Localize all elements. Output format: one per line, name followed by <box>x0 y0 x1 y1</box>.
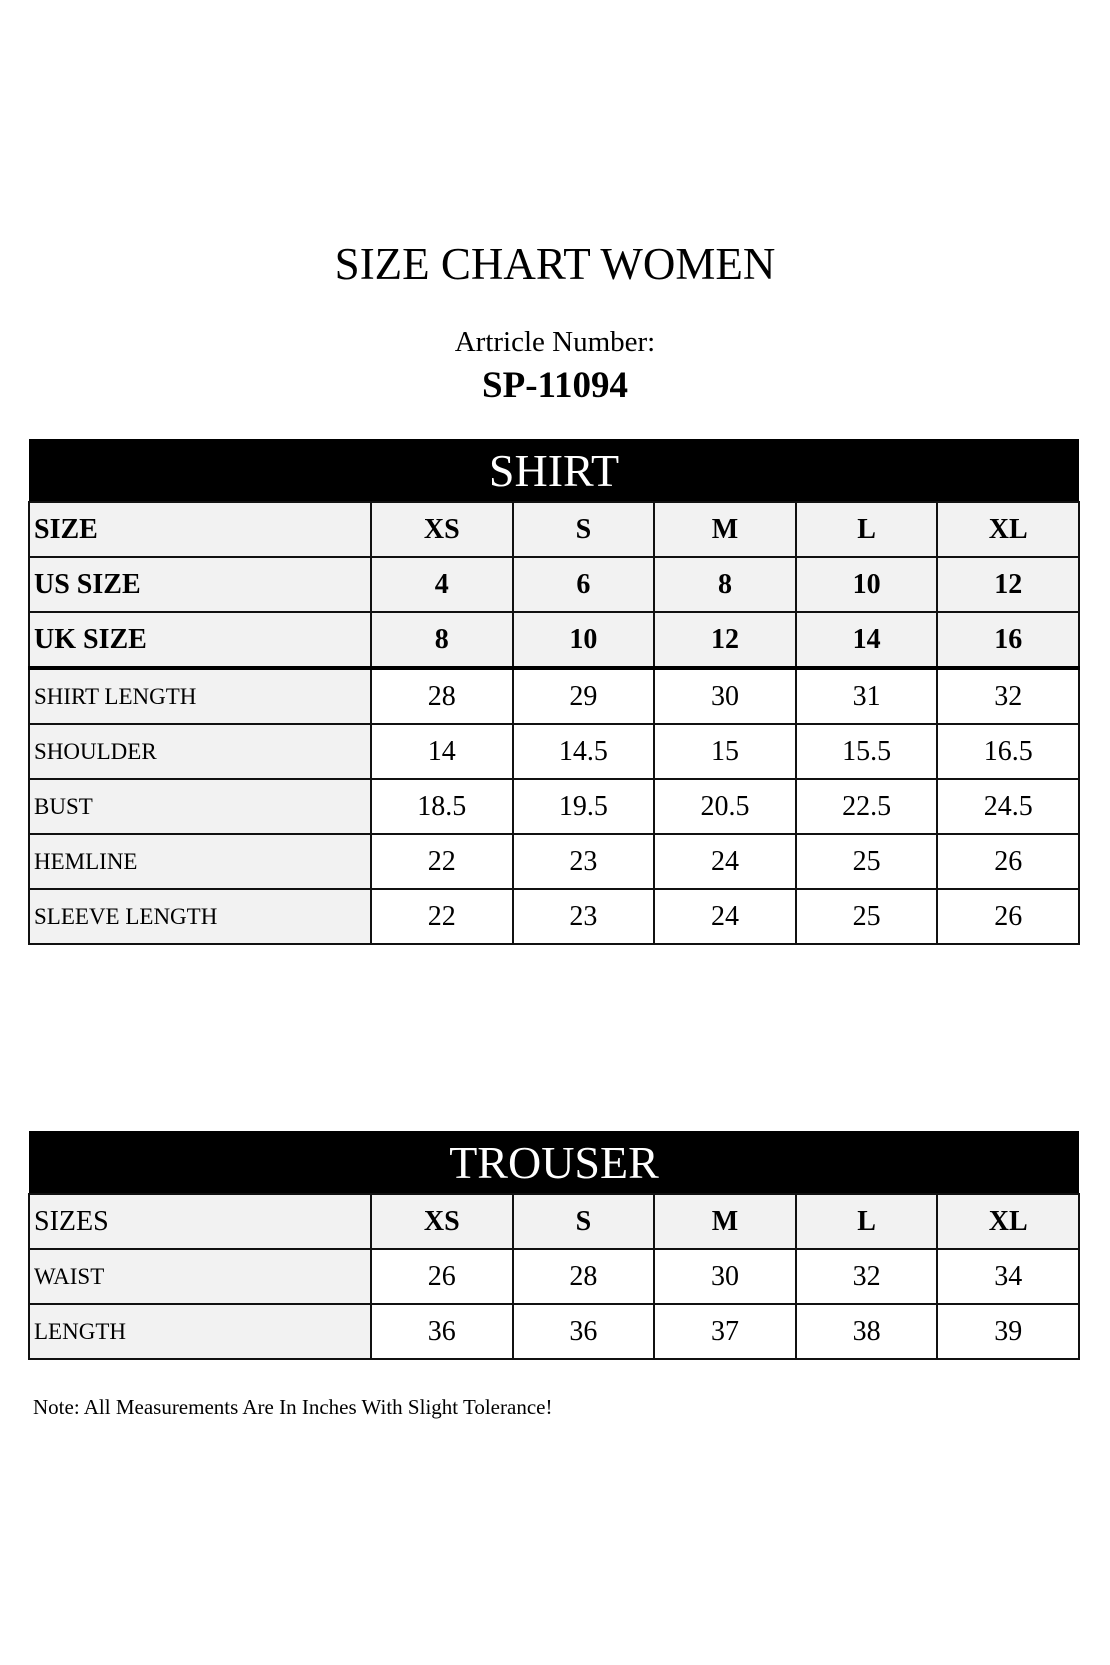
table-cell: S <box>511 1193 656 1250</box>
table-cell: 16.5 <box>936 723 1080 780</box>
trouser-heading: TROUSER <box>29 1131 1079 1194</box>
table-cell: 18.5 <box>370 778 514 835</box>
table-cell: 23 <box>511 833 656 890</box>
table-cell: 26 <box>370 1248 514 1305</box>
table-cell: 22 <box>370 833 514 890</box>
row-label: WAIST <box>28 1248 372 1305</box>
table-cell: 34 <box>936 1248 1080 1305</box>
table-cell: XS <box>370 501 514 558</box>
table-cell: 19.5 <box>511 778 656 835</box>
table-cell: 32 <box>936 667 1080 725</box>
table-row: WAIST 26 28 30 32 34 <box>28 1248 1080 1305</box>
table-cell: XL <box>936 1193 1080 1250</box>
table-row: US SIZE 4 6 8 10 12 <box>28 556 1080 613</box>
table-row: SHIRT LENGTH 28 29 30 31 32 <box>28 667 1080 725</box>
table-cell: 14 <box>370 723 514 780</box>
table-cell: 23 <box>511 888 656 945</box>
table-row: SLEEVE LENGTH 22 23 24 25 26 <box>28 888 1080 945</box>
table-cell: 16 <box>936 611 1080 670</box>
table-cell: 12 <box>936 556 1080 613</box>
table-cell: 24 <box>653 888 797 945</box>
table-cell: 14.5 <box>511 723 656 780</box>
row-label: SIZES <box>28 1193 372 1250</box>
shirt-size-table: SHIRT SIZE XS S M L XL US SIZE 4 6 8 10 12 UK SIZE 8 1… <box>28 439 1080 945</box>
table-cell: 37 <box>653 1303 797 1360</box>
table-cell: 24.5 <box>936 778 1080 835</box>
table-cell: 10 <box>511 611 656 670</box>
row-label: UK SIZE <box>28 611 372 670</box>
table-cell: M <box>653 501 797 558</box>
measurement-note: Note: All Measurements Are In Inches Wit… <box>33 1395 553 1419</box>
table-cell: 8 <box>370 611 514 670</box>
table-cell: 26 <box>936 888 1080 945</box>
table-cell: 20.5 <box>653 778 797 835</box>
row-label: HEMLINE <box>28 833 372 890</box>
row-label: SIZE <box>28 501 372 558</box>
shirt-heading: SHIRT <box>29 439 1079 502</box>
table-cell: 10 <box>794 556 939 613</box>
table-cell: 38 <box>794 1303 939 1360</box>
table-row: SIZE XS S M L XL <box>28 501 1080 558</box>
table-cell: 25 <box>794 888 939 945</box>
row-label: US SIZE <box>28 556 372 613</box>
table-cell: 36 <box>370 1303 514 1360</box>
table-cell: 31 <box>794 667 939 725</box>
table-cell: M <box>653 1193 797 1250</box>
table-cell: 25 <box>794 833 939 890</box>
table-cell: 26 <box>936 833 1080 890</box>
table-cell: 32 <box>794 1248 939 1305</box>
table-cell: 36 <box>511 1303 656 1360</box>
table-cell: 15.5 <box>794 723 939 780</box>
row-label: LENGTH <box>28 1303 372 1360</box>
table-cell: 4 <box>370 556 514 613</box>
table-cell: 14 <box>794 611 939 670</box>
table-cell: XS <box>370 1193 514 1250</box>
article-number: SP-11094 <box>482 365 628 406</box>
table-row: LENGTH 36 36 37 38 39 <box>28 1303 1080 1360</box>
table-cell: 6 <box>511 556 656 613</box>
table-row: SHOULDER 14 14.5 15 15.5 16.5 <box>28 723 1080 780</box>
table-row: UK SIZE 8 10 12 14 16 <box>28 611 1080 670</box>
table-cell: 30 <box>653 667 797 725</box>
table-cell: S <box>511 501 656 558</box>
row-label: SHOULDER <box>28 723 372 780</box>
table-cell: 29 <box>511 667 656 725</box>
table-cell: 15 <box>653 723 797 780</box>
row-label: SHIRT LENGTH <box>28 667 372 725</box>
article-number-label: Artricle Number: <box>454 326 656 358</box>
row-label: SLEEVE LENGTH <box>28 888 372 945</box>
table-cell: 12 <box>653 611 797 670</box>
table-row: BUST 18.5 19.5 20.5 22.5 24.5 <box>28 778 1080 835</box>
page-title: SIZE CHART WOMEN <box>334 239 776 289</box>
table-cell: 30 <box>653 1248 797 1305</box>
table-cell: L <box>794 501 939 558</box>
table-cell: XL <box>936 501 1080 558</box>
row-label: BUST <box>28 778 372 835</box>
table-cell: 28 <box>511 1248 656 1305</box>
trouser-size-table: TROUSER SIZES XS S M L XL WAIST 26 28 30 32 34 LENGT… <box>28 1131 1080 1360</box>
table-cell: 22.5 <box>794 778 939 835</box>
table-cell: L <box>794 1193 939 1250</box>
table-row: HEMLINE 22 23 24 25 26 <box>28 833 1080 890</box>
table-cell: 39 <box>936 1303 1080 1360</box>
table-cell: 22 <box>370 888 514 945</box>
table-cell: 8 <box>653 556 797 613</box>
table-row: SIZES XS S M L XL <box>28 1193 1080 1250</box>
table-cell: 28 <box>370 667 514 725</box>
table-cell: 24 <box>653 833 797 890</box>
